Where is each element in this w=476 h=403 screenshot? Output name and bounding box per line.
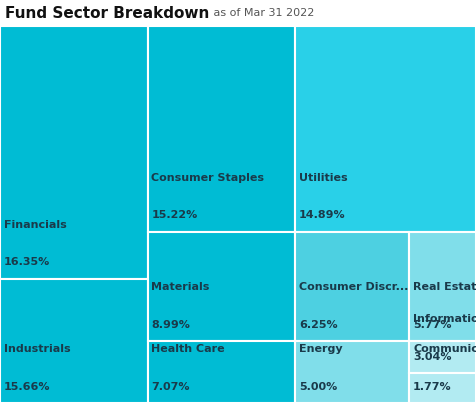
Text: 8.99%: 8.99% — [151, 320, 190, 330]
Text: 7.07%: 7.07% — [151, 382, 190, 392]
Text: Consumer Discr...: Consumer Discr... — [299, 282, 408, 292]
Text: Real Estate: Real Estate — [413, 282, 476, 292]
Bar — [409, 232, 476, 341]
Text: 16.35%: 16.35% — [4, 258, 50, 267]
Text: Financials: Financials — [4, 220, 67, 230]
Text: 15.66%: 15.66% — [4, 382, 50, 392]
Bar — [148, 341, 295, 403]
Bar — [0, 278, 148, 403]
Text: Fund Sector Breakdown: Fund Sector Breakdown — [5, 6, 209, 21]
Text: 1.77%: 1.77% — [413, 382, 452, 392]
Text: Materials: Materials — [151, 282, 210, 292]
Text: Communicatio...: Communicatio... — [413, 344, 476, 354]
Text: Utilities: Utilities — [299, 172, 347, 183]
Bar — [409, 373, 476, 403]
Bar — [0, 26, 148, 278]
Bar — [148, 232, 295, 341]
Text: Consumer Staples: Consumer Staples — [151, 172, 264, 183]
Bar — [295, 26, 476, 232]
Text: Health Care: Health Care — [151, 344, 225, 354]
Text: Industrials: Industrials — [4, 344, 70, 354]
Text: 6.25%: 6.25% — [299, 320, 337, 330]
Text: 3.04%: 3.04% — [413, 351, 452, 361]
Bar — [409, 341, 476, 373]
Text: as of Mar 31 2022: as of Mar 31 2022 — [210, 8, 314, 18]
Text: 15.22%: 15.22% — [151, 210, 198, 220]
Text: 5.77%: 5.77% — [413, 320, 452, 330]
Text: 14.89%: 14.89% — [299, 210, 346, 220]
Text: 5.00%: 5.00% — [299, 382, 337, 392]
Text: Energy: Energy — [299, 344, 343, 354]
Bar — [295, 341, 409, 403]
Bar — [295, 232, 409, 341]
Bar — [148, 26, 295, 232]
Text: Information Te...: Information Te... — [413, 314, 476, 324]
